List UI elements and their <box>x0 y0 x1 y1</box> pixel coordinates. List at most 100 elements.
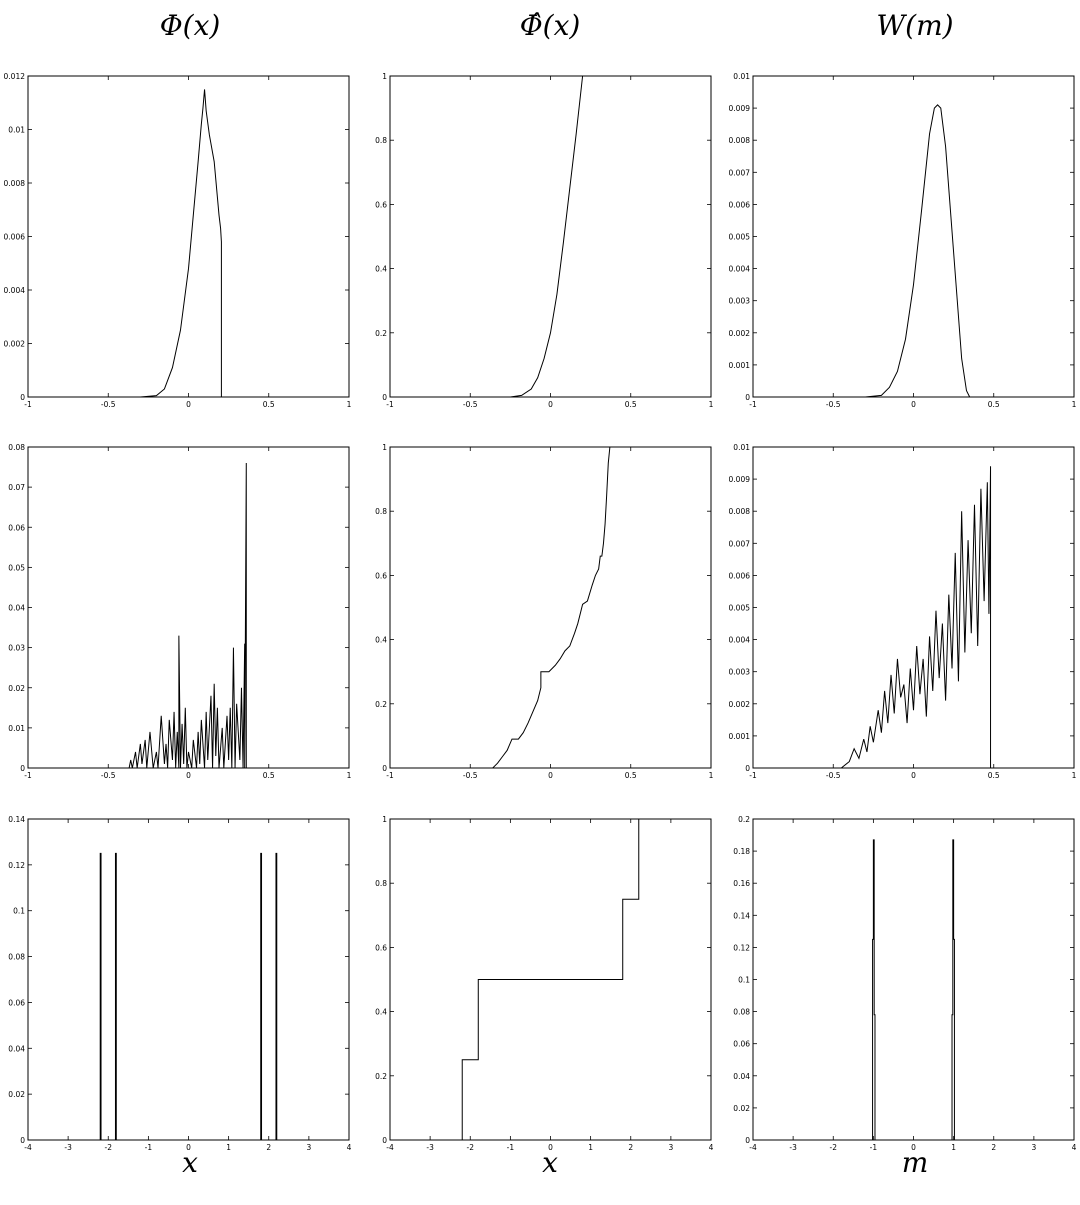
x-tick-label: 4 <box>347 1143 352 1152</box>
y-tick-label: 0 <box>382 764 387 773</box>
x-tick-label: -0.5 <box>101 771 116 780</box>
x-tick-label: 0 <box>548 400 553 409</box>
y-tick-label: 0.6 <box>375 943 387 952</box>
series-line-r3c1 <box>28 852 349 1141</box>
y-tick-label: 0.04 <box>8 1044 25 1053</box>
y-tick-label: 0.005 <box>729 233 751 242</box>
x-tick-label: -0.5 <box>463 771 478 780</box>
x-tick-label: 1 <box>709 400 714 409</box>
y-tick-label: 0.002 <box>729 329 751 338</box>
x-tick-label: -1 <box>507 1143 515 1152</box>
y-tick-label: 0.006 <box>729 571 751 580</box>
x-tick-label: 0.5 <box>625 400 637 409</box>
plot-frame <box>389 446 712 769</box>
column-title-1: Φ(x) <box>160 9 221 42</box>
x-tick-label: -2 <box>467 1143 475 1152</box>
y-tick-label: 0.009 <box>729 475 751 484</box>
plot-frame <box>752 818 1075 1141</box>
y-tick-label: 0.06 <box>8 998 25 1007</box>
y-tick-label: 0.4 <box>375 265 387 274</box>
y-tick-label: 1 <box>382 443 387 452</box>
y-tick-label: 0.14 <box>8 815 25 824</box>
x-tick-label: -1 <box>870 1143 878 1152</box>
x-tick-label: 1 <box>226 1143 231 1152</box>
panel-r3c1: -4 -3 -2 -1 0 1 2 3 4 0 0.02 0.04 0.06 0.08 0.1 0.12 0.1… <box>8 815 351 1152</box>
y-tick-label: 0 <box>745 393 750 402</box>
x-tick-label: 3 <box>306 1143 311 1152</box>
x-tick-label: 2 <box>628 1143 633 1152</box>
y-tick-label: 0.002 <box>4 340 26 349</box>
x-tick-label: -3 <box>789 1143 797 1152</box>
y-tick-label: 0.03 <box>8 644 25 653</box>
x-tick-label: 1 <box>951 1143 956 1152</box>
plot-frame <box>27 818 350 1141</box>
x-tick-label: 3 <box>668 1143 673 1152</box>
y-tick-label: 0.12 <box>733 943 750 952</box>
y-tick-label: 0 <box>20 764 25 773</box>
series-line-r1c3 <box>753 104 1074 398</box>
y-tick-label: 0.2 <box>375 1072 387 1081</box>
x-tick-label: 1 <box>1072 400 1077 409</box>
y-tick-label: 0 <box>745 1136 750 1145</box>
plot-frame <box>27 75 350 398</box>
y-tick-label: 0.08 <box>8 443 25 452</box>
y-tick-label: 0.002 <box>729 700 751 709</box>
y-tick-label: 0.2 <box>375 700 387 709</box>
y-tick-label: 0.18 <box>733 847 750 856</box>
x-tick-label: 2 <box>991 1143 996 1152</box>
y-tick-label: 0.6 <box>375 571 387 580</box>
panel-r2c1: -1 -0.5 0 0.5 1 0 0.01 0.02 0.03 0.04 0.05 0.06 0.07… <box>8 443 351 780</box>
panel-r2c2: -1 -0.5 0 0.5 1 0 0.2 0.4 0.6 0.8 1 <box>375 443 714 780</box>
series-line-r2c1 <box>28 463 349 769</box>
y-tick-label: 0.008 <box>729 136 751 145</box>
x-axis-label-2: x <box>542 1146 558 1179</box>
x-tick-label: -2 <box>105 1143 113 1152</box>
x-tick-label: -0.5 <box>826 771 841 780</box>
y-tick-label: 0.004 <box>729 636 751 645</box>
x-tick-label: -1 <box>145 1143 153 1152</box>
y-tick-label: 0.01 <box>8 126 25 135</box>
x-tick-label: 0.5 <box>988 400 1000 409</box>
y-tick-label: 0.007 <box>729 168 751 177</box>
panel-r1c3: -1 -0.5 0 0.5 1 0 0.001 0.002 0.003 0.004 0.005 0.0… <box>729 72 1077 409</box>
x-tick-label: 1 <box>709 771 714 780</box>
x-tick-label: 0.5 <box>988 771 1000 780</box>
y-tick-label: 0.8 <box>375 507 387 516</box>
plot-frame <box>389 75 712 398</box>
y-tick-label: 0.1 <box>738 976 750 985</box>
x-tick-label: 0.5 <box>263 400 275 409</box>
y-tick-label: 0.14 <box>733 911 750 920</box>
y-tick-label: 0.003 <box>729 668 751 677</box>
y-tick-label: 0.05 <box>8 563 25 572</box>
column-title-3: W(m) <box>876 9 953 42</box>
y-tick-label: 0.4 <box>375 636 387 645</box>
x-tick-label: -0.5 <box>826 400 841 409</box>
y-tick-label: 0 <box>382 1136 387 1145</box>
x-tick-label: -1 <box>386 771 394 780</box>
x-tick-label: 0 <box>911 1143 916 1152</box>
y-tick-label: 1 <box>382 815 387 824</box>
panel-r1c1: -1 -0.5 0 0.5 1 0 0.002 0.004 0.006 0.008 0.01 0.01… <box>4 72 352 409</box>
x-tick-label: 0 <box>186 771 191 780</box>
y-tick-label: 0.07 <box>8 483 25 492</box>
series-line-r2c2 <box>390 446 711 769</box>
x-tick-label: -3 <box>426 1143 434 1152</box>
panel-r3c3: -4 -3 -2 -1 0 1 2 3 4 0 0.02 0.04 0.06 0.08 0.1 0.12 0.1… <box>733 815 1076 1152</box>
y-tick-label: 0 <box>20 393 25 402</box>
y-tick-label: 0.01 <box>733 443 750 452</box>
y-tick-label: 0.02 <box>8 1090 25 1099</box>
y-tick-label: 0.003 <box>729 297 751 306</box>
y-tick-label: 0.16 <box>733 879 750 888</box>
x-tick-label: 3 <box>1031 1143 1036 1152</box>
y-tick-label: 0.009 <box>729 104 751 113</box>
x-tick-label: 0.5 <box>625 771 637 780</box>
y-tick-label: 0.008 <box>729 507 751 516</box>
x-tick-label: -0.5 <box>463 400 478 409</box>
x-tick-label: 1 <box>1072 771 1077 780</box>
plot-frame <box>752 446 1075 769</box>
x-tick-label: -1 <box>749 400 757 409</box>
y-tick-label: 0.001 <box>729 732 751 741</box>
x-tick-label: 1 <box>347 400 352 409</box>
x-tick-label: 0 <box>911 400 916 409</box>
x-tick-label: 0 <box>911 771 916 780</box>
